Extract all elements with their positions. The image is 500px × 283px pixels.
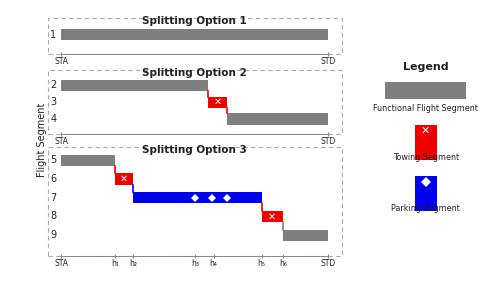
Text: 8: 8 — [50, 211, 56, 221]
Text: h₅: h₅ — [258, 259, 266, 268]
Text: STD: STD — [320, 137, 336, 146]
Text: STA: STA — [54, 259, 68, 268]
Text: h₆: h₆ — [279, 259, 287, 268]
Text: 2: 2 — [50, 80, 56, 90]
Text: STD: STD — [320, 57, 336, 66]
Bar — [205, 192, 220, 203]
Bar — [62, 155, 114, 166]
Bar — [265, 211, 280, 222]
Text: Parking Segment: Parking Segment — [392, 204, 460, 213]
Text: ✕: ✕ — [268, 211, 276, 221]
Bar — [227, 113, 328, 125]
Bar — [210, 97, 225, 107]
Text: h₁: h₁ — [111, 259, 118, 268]
Bar — [62, 29, 328, 40]
Bar — [385, 82, 466, 99]
Text: h₃: h₃ — [191, 259, 199, 268]
Bar — [415, 176, 436, 211]
Text: Flight Segment: Flight Segment — [37, 102, 47, 177]
Text: ✕: ✕ — [214, 97, 222, 107]
Text: STA: STA — [54, 137, 68, 146]
Bar — [208, 97, 227, 108]
Text: 5: 5 — [50, 155, 56, 165]
Bar — [415, 125, 436, 160]
Bar — [48, 18, 342, 54]
Text: ✕: ✕ — [421, 126, 430, 136]
Bar — [283, 230, 329, 241]
Text: h₄: h₄ — [210, 259, 218, 268]
Text: Splitting Option 3: Splitting Option 3 — [142, 145, 247, 155]
Bar — [188, 192, 202, 203]
Text: STD: STD — [320, 259, 336, 268]
Text: 4: 4 — [50, 114, 56, 124]
Bar — [262, 211, 283, 222]
Bar — [220, 192, 234, 203]
Text: ✕: ✕ — [120, 174, 128, 184]
Text: 1: 1 — [50, 30, 56, 40]
Bar — [134, 192, 262, 203]
Text: 7: 7 — [50, 193, 56, 203]
Text: Legend: Legend — [403, 62, 448, 72]
Text: 6: 6 — [50, 174, 56, 184]
Text: STA: STA — [54, 57, 68, 66]
Text: Towing Segment: Towing Segment — [392, 153, 459, 162]
Bar — [116, 174, 132, 184]
Text: Splitting Option 1: Splitting Option 1 — [142, 16, 247, 26]
Bar — [114, 173, 134, 185]
Bar — [48, 147, 342, 256]
Text: Splitting Option 2: Splitting Option 2 — [142, 68, 247, 78]
Text: Functional Flight Segment: Functional Flight Segment — [374, 104, 478, 113]
Text: h₂: h₂ — [130, 259, 138, 268]
Bar — [48, 70, 342, 134]
Text: 9: 9 — [50, 230, 56, 240]
Text: 3: 3 — [50, 97, 56, 107]
Bar — [62, 80, 208, 91]
